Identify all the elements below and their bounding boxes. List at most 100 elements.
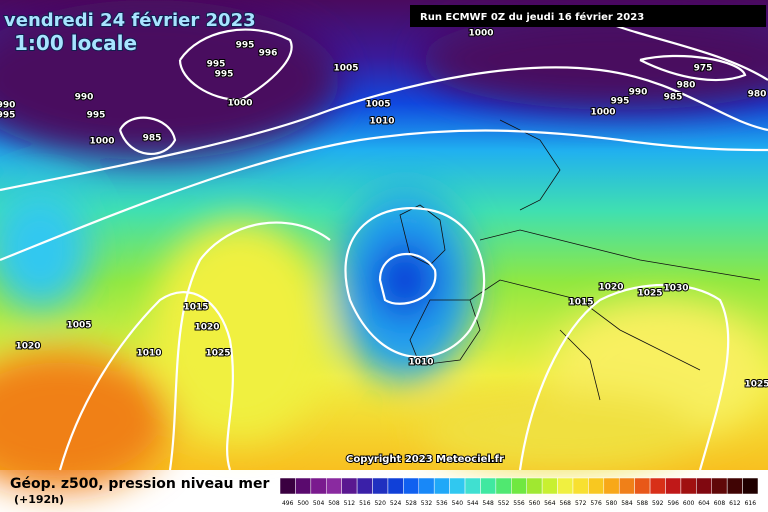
isobar-label: 1015 [568, 298, 593, 308]
isobar-label: 996 [259, 49, 278, 59]
isobar-label: 1010 [136, 349, 161, 359]
colorbar-swatch [665, 477, 682, 495]
colorbar-swatch [696, 477, 712, 495]
colorbar-swatch [295, 477, 312, 495]
colorbar-swatch [418, 477, 435, 495]
isobar-label: 985 [664, 93, 683, 103]
colorbar-swatch [603, 477, 620, 495]
isobar-label: 1020 [194, 323, 219, 333]
isobar-label: 1005 [365, 100, 390, 110]
colorbar-swatch [680, 477, 697, 495]
isobar-label: 995 [215, 70, 234, 80]
map-date: vendredi 24 février 2023 [4, 10, 256, 31]
run-info: Run ECMWF 0Z du jeudi 16 février 2023 [420, 11, 644, 23]
field [0, 0, 768, 490]
colorbar-label: 616 [745, 500, 757, 507]
colorbar-label: 524 [390, 500, 402, 507]
isobar-label: 1000 [89, 137, 114, 147]
isobar-label: 980 [677, 81, 696, 91]
isobar-label: 975 [694, 64, 713, 74]
colorbar-swatch [326, 477, 342, 495]
colorbar-label: 608 [714, 500, 726, 507]
isobar-label: 1010 [369, 117, 394, 127]
isobar-label: 990 [75, 93, 94, 103]
copyright: Copyright 2023 Meteociel.fr [346, 454, 504, 465]
isobar-label: 1005 [66, 321, 91, 331]
colorbar-label: 544 [467, 500, 479, 507]
colorbar-swatch [480, 477, 497, 495]
colorbar-swatch [557, 477, 574, 495]
isobar-label: 985 [143, 134, 162, 144]
colorbar-swatch [464, 477, 481, 495]
colorbar-swatch [372, 477, 389, 495]
colorbar-label: 568 [560, 500, 572, 507]
colorbar-swatch [341, 477, 358, 495]
coastlines [399, 119, 761, 401]
colorbar-label: 536 [436, 500, 448, 507]
isobar-label: 1020 [15, 342, 40, 352]
colorbar-label: 532 [421, 500, 433, 507]
colorbar: 496 500 504 508 512 516 520 524 528 532 536 540 544 5… [279, 477, 759, 507]
colorbar-swatch [726, 477, 743, 495]
colorbar-swatch [356, 477, 373, 495]
isobar-label: 995 [611, 97, 630, 107]
isobar-label: 1025 [205, 349, 230, 359]
colorbar-swatch [403, 477, 420, 495]
colorbar-label: 552 [498, 500, 510, 507]
colorbar-label: 600 [683, 500, 695, 507]
colorbar-swatch [649, 477, 666, 495]
colorbar-label: 504 [313, 500, 325, 507]
footer-title: Géop. z500, pression niveau mer [10, 476, 269, 492]
isobar-label: 1030 [663, 284, 688, 294]
isobar-label: 1020 [598, 283, 623, 293]
run-box [410, 5, 766, 27]
colorbar-label: 540 [452, 500, 464, 507]
colorbar-swatch [433, 477, 450, 495]
colorbar-swatch [387, 477, 404, 495]
colorbar-swatch [711, 477, 728, 495]
colorbar-swatch [618, 477, 635, 495]
isobar-label: 1025 [637, 289, 662, 299]
colorbar-swatch [526, 477, 543, 495]
isobar-label: 1000 [468, 29, 493, 39]
colorbar-label: 564 [544, 500, 556, 507]
colorbar-label: 528 [405, 500, 417, 507]
isobars [0, 18, 768, 471]
colorbar-label: 580 [606, 500, 618, 507]
colorbar-label: 596 [667, 500, 679, 507]
colorbar-label: 520 [374, 500, 386, 507]
isobar-label: 1005 [333, 64, 358, 74]
colorbar-label: 512 [344, 500, 356, 507]
isobar-label: 980 [748, 90, 767, 100]
colorbar-label: 548 [482, 500, 494, 507]
colorbar-swatch [572, 477, 589, 495]
colorbar-swatch [495, 477, 512, 495]
colorbar-swatch [588, 477, 605, 495]
colorbar-label: 612 [729, 500, 741, 507]
colorbar-swatch [310, 477, 327, 495]
colorbar-swatch [511, 477, 527, 495]
colorbar-label: 560 [529, 500, 541, 507]
isobar-label: 995 [207, 60, 226, 70]
isobar-label: 990 [629, 88, 648, 98]
colorbar-label: 516 [359, 500, 371, 507]
colorbar-swatch [541, 477, 558, 495]
isobar-label: 1025 [744, 380, 768, 390]
isobar-label: 1000 [227, 99, 252, 109]
colorbar-label: 556 [513, 500, 525, 507]
colorbar-label: 576 [590, 500, 602, 507]
colorbar-swatch [634, 477, 651, 495]
isobar-label: 1010 [408, 358, 433, 368]
isobar-label: 990 [0, 101, 15, 111]
colorbar-swatch [742, 477, 759, 495]
map-time: 1:00 locale [14, 31, 137, 55]
colorbar-label: 496 [282, 500, 294, 507]
colorbar-label: 604 [698, 500, 710, 507]
colorbar-label: 584 [621, 500, 633, 507]
isobar-label: 995 [236, 41, 255, 51]
isobar-label: 1015 [183, 303, 208, 313]
colorbar-label: 588 [637, 500, 649, 507]
colorbar-swatch [449, 477, 466, 495]
